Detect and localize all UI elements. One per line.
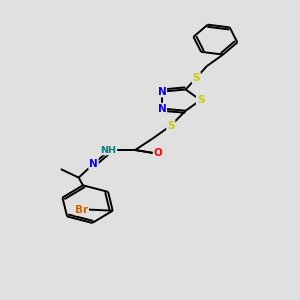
Text: S: S bbox=[167, 121, 175, 130]
Text: N: N bbox=[158, 87, 166, 97]
Text: NH: NH bbox=[100, 146, 116, 154]
Text: Br: Br bbox=[75, 205, 88, 214]
Text: O: O bbox=[154, 148, 162, 158]
Text: N: N bbox=[158, 103, 166, 114]
Text: S: S bbox=[193, 73, 200, 83]
Text: S: S bbox=[197, 95, 204, 105]
Text: N: N bbox=[89, 159, 98, 169]
